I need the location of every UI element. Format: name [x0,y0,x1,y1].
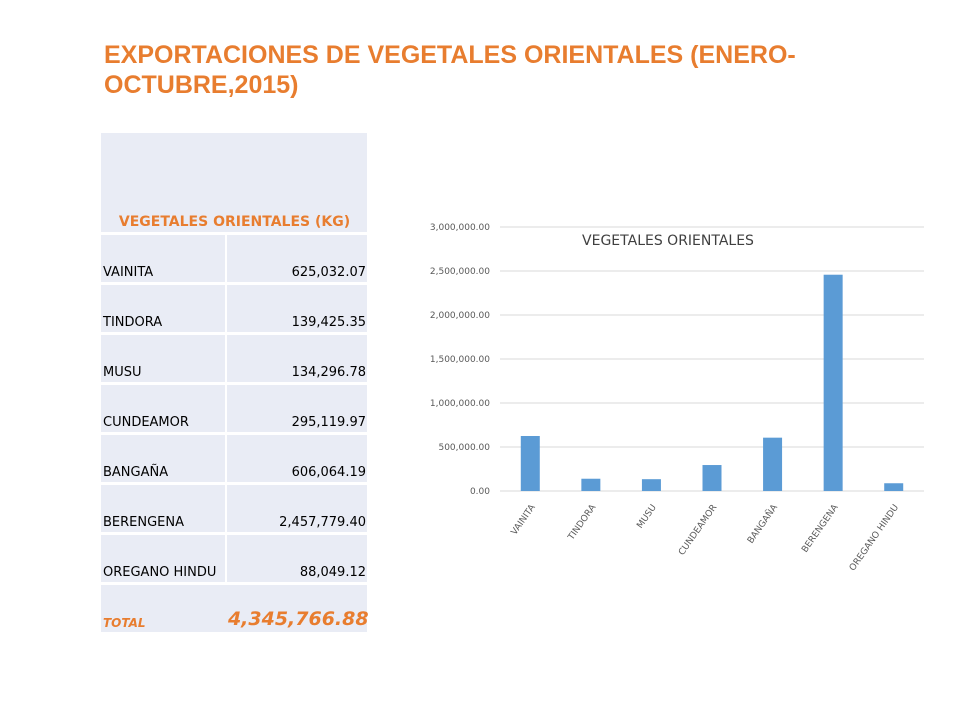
table-header: VEGETALES ORIENTALES (KG) [101,133,367,234]
row-name: BANGAÑA [101,432,227,484]
x-axis-ticks: VAINITA TINDORA MUSU CUNDEAMOR BANGAÑA BERENG… [510,502,902,573]
row-name: MUSU [101,332,227,384]
y-tick-label: 500,000.00 [438,443,490,453]
y-tick-label: 0.00 [470,487,490,497]
row-value: 139,425.35 [225,282,367,334]
row-value: 625,032.07 [225,232,367,284]
row-name: OREGANO HINDU [101,532,227,584]
row-value: 606,064.19 [225,432,367,484]
row-value: 88,049.12 [225,532,367,584]
bar-chart: 0.00 500,000.00 1,000,000.00 1,500,000.00 2,… [408,205,948,585]
x-tick-label: CUNDEAMOR [677,503,719,557]
table-body: VAINITA 625,032.07 TINDORA 139,425.35 MUSU 13… [101,232,369,632]
total-label: TOTAL [101,582,226,632]
data-table-container: VEGETALES ORIENTALES (KG) VAINITA 625,032… [101,133,369,632]
y-tick-label: 3,000,000.00 [430,223,490,233]
row-name: BERENGENA [101,482,227,534]
y-tick-label: 1,500,000.00 [430,355,490,365]
row-name: VAINITA [101,232,227,284]
bar-banga-a [763,437,783,491]
bar-musu [641,479,661,491]
row-name: TINDORA [101,282,227,334]
bar-tindora [581,478,601,491]
row-value: 295,119.97 [225,382,367,434]
slide-title: EXPORTACIONES DE VEGETALES ORIENTALES (E… [104,41,796,99]
data-table: VEGETALES ORIENTALES (KG) VAINITA 625,032… [101,133,369,632]
table-row: CUNDEAMOR 295,119.97 [101,382,367,434]
table-row: BERENGENA 2,457,779.40 [101,482,367,534]
row-value: 2,457,779.40 [225,482,367,534]
bar-vainita [520,435,540,491]
row-name: CUNDEAMOR [101,382,227,434]
chart-grid [500,226,924,492]
chart-bars [520,274,904,491]
bar-cundeamor [702,465,722,491]
y-tick-label: 2,500,000.00 [430,267,490,277]
table-row: BANGAÑA 606,064.19 [101,432,367,484]
y-tick-label: 1,000,000.00 [430,399,490,409]
x-tick-label: BANGAÑA [745,502,780,546]
table-row: MUSU 134,296.78 [101,332,367,384]
y-axis-ticks: 0.00 500,000.00 1,000,000.00 1,500,000.00 2,… [430,223,490,497]
chart-svg: 0.00 500,000.00 1,000,000.00 1,500,000.00 2,… [430,223,924,573]
x-tick-label: OREGANO HINDU [848,503,901,573]
total-row: TOTAL 4,345,766.88 [101,582,369,632]
row-value: 134,296.78 [225,332,367,384]
x-tick-label: MUSU [635,503,658,531]
table-row: TINDORA 139,425.35 [101,282,367,334]
x-tick-label: BERENGENA [800,502,841,554]
total-value: 4,345,766.88 [225,582,369,632]
bar-oregano-hindu [884,483,904,491]
x-tick-label: TINDORA [566,502,599,543]
y-tick-label: 2,000,000.00 [430,311,490,321]
x-tick-label: VAINITA [510,502,539,537]
table-row: OREGANO HINDU 88,049.12 [101,532,367,584]
chart-title: VEGETALES ORIENTALES [582,233,754,249]
table-row: VAINITA 625,032.07 [101,232,367,284]
bar-berengena [823,274,843,491]
